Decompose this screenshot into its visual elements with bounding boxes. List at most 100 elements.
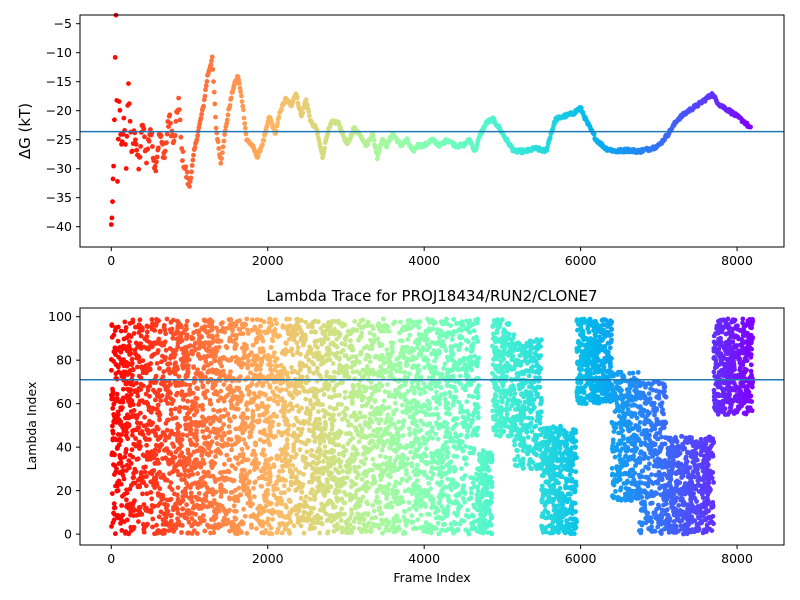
lambda-point (382, 389, 388, 394)
lambda-point (350, 395, 356, 400)
dg-point (276, 114, 282, 120)
lambda-point (356, 472, 361, 478)
lambda-point (401, 529, 407, 535)
lambda-point (163, 421, 169, 426)
lambda-point (123, 325, 129, 330)
lambda-point (269, 336, 275, 342)
lambda-point (404, 478, 410, 484)
lambda-point (236, 485, 242, 491)
lambda-point (221, 430, 227, 436)
lambda-point (315, 319, 321, 325)
lambda-point (109, 396, 115, 402)
lambda-point (370, 502, 375, 508)
lambda-point (111, 505, 117, 511)
lambda-point (112, 463, 118, 469)
lambda-point (167, 471, 173, 476)
lambda-point (321, 339, 327, 345)
lambda-point (327, 431, 333, 437)
lambda-point (150, 524, 155, 530)
lambda-point (200, 457, 206, 463)
lambda-point (121, 476, 127, 482)
lambda-point (353, 505, 359, 511)
lambda-point (128, 512, 133, 518)
lambda-point (303, 319, 308, 325)
lambda-point (385, 487, 391, 492)
lambda-point (459, 466, 464, 471)
lambda-point (136, 330, 142, 335)
lambda-point (170, 457, 176, 462)
lambda-point (255, 513, 261, 519)
lambda-point (135, 412, 141, 418)
lambda-point (344, 469, 350, 475)
dg-point (236, 81, 242, 86)
lambda-point (215, 337, 221, 343)
lambda-point (189, 516, 195, 521)
lambda-point (410, 398, 416, 404)
lambda-point (303, 410, 309, 416)
lambda-point (141, 344, 147, 350)
dg-point (215, 139, 221, 145)
lambda-point (232, 498, 238, 503)
lambda-point (400, 419, 406, 425)
lambda-point (230, 524, 236, 529)
lambda-point (133, 443, 139, 449)
lambda-point (278, 495, 283, 501)
dg-point (261, 138, 267, 143)
lambda-point (140, 325, 145, 331)
lambda-point (279, 521, 285, 526)
lambda-point (265, 516, 271, 522)
lambda-point (275, 486, 280, 492)
lambda-point (362, 434, 368, 440)
lambda-point (410, 483, 416, 488)
lambda-point (206, 452, 212, 458)
lambda-point (407, 317, 413, 323)
lambda-point (452, 384, 457, 390)
dg-point (152, 163, 158, 169)
lambda-point (343, 448, 349, 453)
lambda-point (399, 402, 405, 408)
dg-point (148, 127, 153, 132)
lambda-point (256, 461, 261, 466)
lambda-point (369, 342, 375, 347)
lambda-point (221, 382, 227, 387)
dg-scatter-points (108, 12, 753, 227)
lambda-point (177, 405, 183, 410)
lambda-panel: Lambda Trace for PROJ18434/RUN2/CLONE7 0… (24, 287, 785, 585)
lambda-point (195, 386, 201, 392)
lambda-point (201, 474, 206, 480)
lambda-point (246, 479, 252, 484)
lambda-point (180, 397, 186, 402)
lambda-point (170, 507, 176, 513)
lambda-point (369, 516, 375, 521)
lambda-point (462, 491, 468, 496)
lambda-point (351, 525, 357, 531)
lambda-point (173, 331, 179, 336)
lambda-point (369, 404, 374, 410)
dg-point (144, 160, 149, 166)
dg-point (372, 144, 378, 150)
lambda-point (475, 339, 481, 344)
lambda-point (292, 505, 298, 511)
lambda-point (271, 332, 277, 338)
lambda-point (241, 477, 247, 483)
lambda-point (138, 420, 144, 426)
lambda-point (144, 427, 150, 433)
lambda-point (314, 422, 319, 427)
lambda-point (110, 423, 115, 429)
lambda-point (217, 503, 223, 508)
lambda-point (357, 423, 363, 428)
lambda-point (290, 463, 296, 468)
lambda-point (154, 361, 160, 366)
lambda-point (348, 338, 353, 344)
lambda-point (223, 489, 229, 494)
lambda-point (331, 417, 337, 423)
lambda-point (384, 431, 390, 436)
lambda-point (169, 401, 175, 406)
lambda-point (120, 464, 125, 469)
lambda-point (270, 517, 275, 522)
lambda-point (226, 317, 232, 322)
lambda-point (358, 349, 364, 355)
lambda-point (211, 407, 216, 413)
lambda-point (242, 513, 248, 519)
lambda-point (122, 319, 128, 325)
